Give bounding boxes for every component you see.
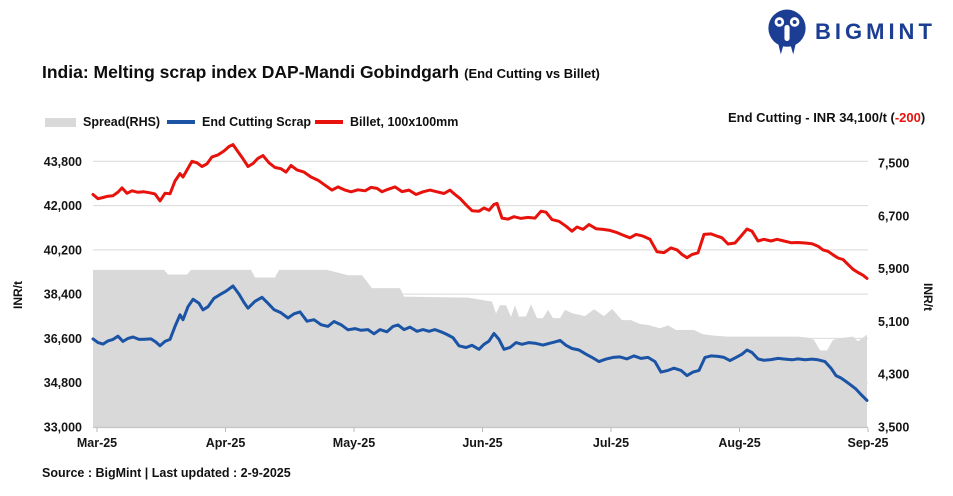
left-axis-title: INR/t [11, 281, 25, 309]
x-tick-label: Aug-25 [718, 436, 760, 450]
right-tick-label: 4,300 [878, 368, 909, 382]
left-tick-label: 36,600 [44, 332, 82, 346]
bigmint-logo-icon [768, 9, 806, 55]
left-tick-label: 34,800 [44, 376, 82, 390]
legend-label-end-cutting: End Cutting Scrap [202, 115, 312, 129]
x-tick-label: Apr-25 [206, 436, 246, 450]
billet-line [91, 143, 869, 280]
legend-label-spread: Spread(RHS) [83, 115, 161, 129]
page-title: India: Melting scrap index DAP-Mandi Gob… [42, 62, 600, 83]
right-tick-label: 6,700 [878, 209, 909, 223]
source-note: Source : BigMint | Last updated : 2-9-20… [42, 466, 291, 480]
bigmint-logo-text: BIGMINT [815, 18, 936, 44]
right-tick-label: 5,900 [878, 262, 909, 276]
legend-label-billet: Billet, 100x100mm [350, 115, 459, 129]
left-tick-label: 33,000 [44, 421, 82, 435]
x-tick-label: Jun-25 [462, 436, 502, 450]
right-tick-label: 5,100 [878, 315, 909, 329]
price-annotation-suffix: ) [920, 110, 926, 125]
page-title-main: India: Melting scrap index DAP-Mandi Gob… [42, 62, 460, 82]
left-tick-label: 38,400 [44, 288, 82, 302]
x-tick-label: May-25 [333, 436, 375, 450]
legend-item-spread: Spread(RHS) [45, 112, 160, 132]
billet-line-icon [315, 120, 343, 124]
x-tick-label: Jul-25 [593, 436, 629, 450]
left-tick-label: 43,800 [44, 155, 82, 169]
left-tick-label: 40,200 [44, 243, 82, 257]
x-tick-label: Mar-25 [77, 436, 117, 450]
price-annotation-prefix: End Cutting - INR 34,100/t ( [728, 110, 895, 125]
price-annotation: End Cutting - INR 34,100/t (-200) [728, 110, 925, 125]
x-tick-label: Sep-25 [848, 436, 889, 450]
legend-item-billet: Billet, 100x100mm [315, 112, 458, 132]
left-tick-label: 42,000 [44, 199, 82, 213]
spread-swatch-icon [45, 117, 76, 127]
page-title-sub: (End Cutting vs Billet) [464, 66, 600, 81]
legend-item-end-cutting: End Cutting Scrap [167, 112, 311, 132]
right-tick-label: 7,500 [878, 157, 909, 171]
price-change: -200 [894, 110, 921, 125]
right-tick-label: 3,500 [878, 421, 909, 435]
end-cutting-line-icon [167, 120, 195, 124]
end-cutting-line [91, 284, 869, 402]
bigmint-logo: BIGMINT [766, 8, 936, 55]
right-axis-title: INR/t [921, 283, 935, 311]
